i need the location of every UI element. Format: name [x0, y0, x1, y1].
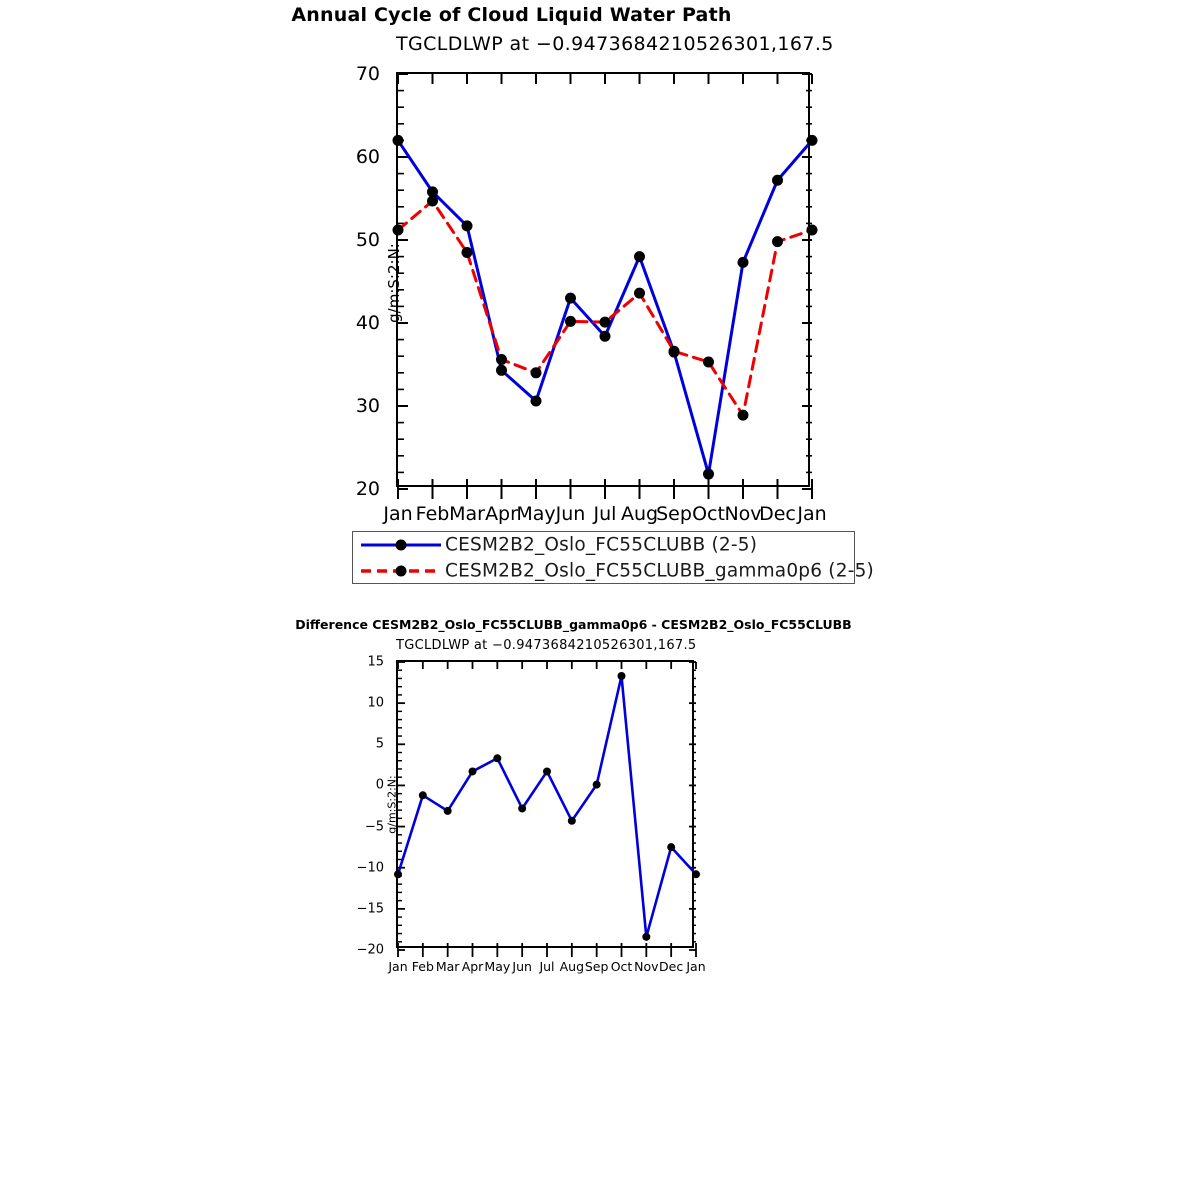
data-point — [394, 870, 402, 879]
main-chart-title-text: Annual Cycle of Cloud Liquid Water Path — [291, 4, 732, 26]
data-point — [599, 330, 611, 342]
series-line-1 — [396, 138, 814, 476]
x-tick-label: Jan — [797, 503, 827, 525]
difference-chart-subtitle: TGCLDLWP at −0.9473684210526301,167.5 — [396, 638, 697, 653]
data-point — [461, 246, 473, 258]
x-tick-label: Aug — [559, 959, 585, 974]
y-tick-label: −20 — [356, 942, 384, 958]
data-point — [427, 186, 438, 198]
x-tick-label: Jul — [593, 503, 617, 525]
legend-box: CESM2B2_Oslo_FC55CLUBB (2-5) CESM2B2_Osl… — [352, 531, 874, 584]
difference-chart-title-text: Difference CESM2B2_Oslo_FC55CLUBB_gamma0… — [295, 617, 852, 632]
x-tick-label: Dec — [659, 959, 684, 974]
x-tick-label: Nov — [634, 959, 659, 974]
data-point — [668, 345, 680, 357]
data-point — [737, 409, 749, 421]
data-point — [543, 767, 551, 776]
y-tick-label: 20 — [355, 478, 380, 500]
x-tick-label: Jan — [686, 959, 706, 974]
y-tick-label: 30 — [355, 395, 380, 417]
x-tick-label: Jun — [555, 503, 586, 525]
y-tick-label: 60 — [355, 146, 380, 168]
data-point — [592, 780, 601, 789]
data-point — [806, 224, 818, 236]
x-tick-label: Feb — [411, 959, 434, 974]
y-tick-label: −5 — [364, 819, 384, 835]
x-tick-label: Sep — [656, 503, 692, 525]
data-point — [496, 364, 507, 376]
x-tick-label: May — [484, 959, 511, 974]
data-point — [667, 843, 676, 852]
x-tick-label: Jun — [512, 959, 532, 974]
y-tick-label: 10 — [367, 695, 384, 711]
x-tick-label: Sep — [584, 959, 609, 974]
data-point — [772, 174, 783, 186]
legend-swatch-series1 — [361, 539, 441, 551]
x-tick-label: Oct — [692, 503, 725, 525]
data-point — [443, 806, 452, 815]
legend-label-series1: CESM2B2_Oslo_FC55CLUBB (2-5) — [445, 534, 758, 556]
x-tick-label: Apr — [461, 959, 484, 974]
data-point — [703, 356, 714, 368]
data-point — [565, 315, 576, 327]
y-tick-label: 40 — [355, 312, 380, 334]
data-point — [565, 292, 576, 304]
data-point — [599, 316, 611, 328]
data-point — [806, 134, 818, 146]
data-point — [642, 932, 651, 941]
main-chart-subtitle: TGCLDLWP at −0.9473684210526301,167.5 — [396, 33, 834, 55]
main-chart-plot-area: g/m:S:2:N: 20 30 40 50 60 70 Jan Feb Mar Apr May Ju… — [356, 63, 827, 525]
difference-chart-plot-area: g/m:S:2:N: −20 −15 −10 −5 0 5 10 15 Jan Feb Mar Apr… — [357, 655, 706, 975]
x-tick-label: Jan — [388, 959, 408, 974]
x-tick-label: Jul — [539, 959, 555, 974]
data-point — [772, 236, 783, 248]
x-tick-label: Aug — [620, 503, 659, 525]
y-tick-label: 70 — [355, 63, 380, 85]
data-point — [692, 870, 700, 879]
series-line-2 — [396, 199, 814, 417]
legend-entry-series1[interactable]: CESM2B2_Oslo_FC55CLUBB (2-5) — [353, 532, 854, 558]
x-tick-label: Mar — [435, 959, 460, 974]
x-tick-label: Jan — [383, 503, 413, 525]
series-line-1 — [396, 674, 698, 939]
difference-chart-title: Difference CESM2B2_Oslo_FC55CLUBB_gamma0… — [0, 617, 1183, 632]
legend-label-series2: CESM2B2_Oslo_FC55CLUBB_gamma0p6 (2-5) — [445, 560, 874, 582]
data-point — [703, 468, 714, 480]
main-chart-canvas — [392, 73, 818, 499]
data-point — [392, 224, 404, 236]
data-point — [737, 256, 749, 268]
difference-chart-canvas — [394, 661, 700, 957]
y-tick-label: 50 — [355, 229, 380, 251]
data-point — [634, 287, 645, 299]
data-point — [392, 134, 404, 146]
main-chart-title: Annual Cycle of Cloud Liquid Water Path — [0, 4, 1183, 26]
data-point — [418, 791, 427, 800]
x-tick-label: May — [516, 503, 556, 525]
data-point — [461, 220, 473, 232]
data-point — [567, 816, 576, 825]
data-point — [493, 754, 502, 763]
x-tick-label: Apr — [485, 503, 518, 525]
y-tick-label: 5 — [375, 736, 384, 752]
data-point — [617, 671, 626, 680]
data-point — [427, 195, 438, 207]
y-tick-label: −10 — [356, 860, 384, 876]
data-point — [496, 354, 507, 366]
x-tick-label: Oct — [610, 959, 633, 974]
legend-swatch-series2 — [361, 565, 441, 577]
data-point — [468, 767, 477, 776]
y-tick-label: −15 — [356, 901, 384, 917]
x-tick-label: Dec — [759, 503, 796, 525]
x-tick-label: Feb — [415, 503, 450, 525]
y-tick-label: 15 — [367, 654, 384, 670]
x-tick-label: Nov — [724, 503, 762, 525]
y-tick-label: 0 — [375, 777, 384, 793]
x-tick-label: Mar — [449, 503, 485, 525]
data-point — [530, 395, 542, 407]
data-point — [634, 251, 645, 263]
legend-entry-series2[interactable]: CESM2B2_Oslo_FC55CLUBB_gamma0p6 (2-5) — [353, 558, 874, 584]
data-point — [530, 367, 542, 379]
data-point — [518, 804, 527, 813]
